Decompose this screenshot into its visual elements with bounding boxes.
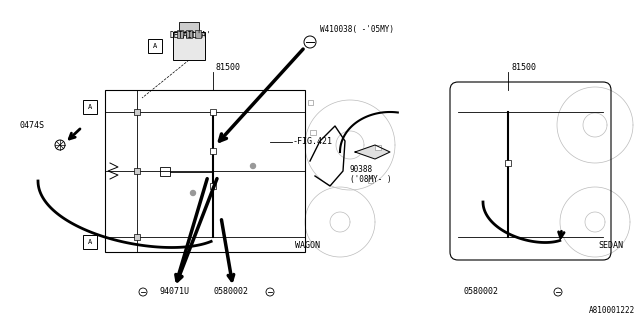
Text: A: A [88, 104, 92, 110]
Bar [368, 178, 373, 183]
Bar [134, 109, 140, 115]
Text: 81500: 81500 [216, 63, 241, 72]
Text: DETAIL'A': DETAIL'A' [170, 31, 212, 41]
Bar [375, 145, 381, 150]
Bar [160, 167, 170, 176]
Text: 90388
('08MY- ): 90388 ('08MY- ) [350, 165, 392, 184]
Bar [195, 30, 201, 38]
Bar [83, 100, 97, 114]
Bar [179, 22, 199, 32]
Bar [148, 39, 162, 53]
Text: 0474S: 0474S [20, 121, 45, 130]
Text: 81500: 81500 [511, 63, 536, 72]
Bar [105, 90, 305, 252]
Circle shape [191, 190, 195, 196]
Bar [177, 30, 183, 38]
Bar [210, 183, 216, 189]
Text: -FIG.421: -FIG.421 [293, 138, 333, 147]
Text: SEDAN: SEDAN [598, 241, 623, 250]
Text: 94071U: 94071U [160, 287, 190, 297]
FancyBboxPatch shape [173, 32, 205, 60]
Bar [210, 148, 216, 154]
Circle shape [250, 164, 255, 169]
Bar [83, 235, 97, 249]
Text: WAGON: WAGON [295, 241, 320, 250]
Text: A: A [153, 43, 157, 49]
Text: 0580002: 0580002 [463, 287, 498, 297]
Polygon shape [355, 145, 390, 159]
Text: A810001222: A810001222 [589, 306, 635, 315]
Bar [505, 160, 511, 166]
Bar [186, 30, 192, 38]
Bar [134, 234, 140, 240]
Text: 0580002: 0580002 [213, 287, 248, 297]
Text: A: A [88, 239, 92, 245]
Bar [308, 100, 313, 105]
Bar [310, 130, 316, 135]
Bar [134, 168, 140, 174]
Bar [210, 109, 216, 115]
Text: W410038( -'05MY): W410038( -'05MY) [320, 25, 394, 34]
